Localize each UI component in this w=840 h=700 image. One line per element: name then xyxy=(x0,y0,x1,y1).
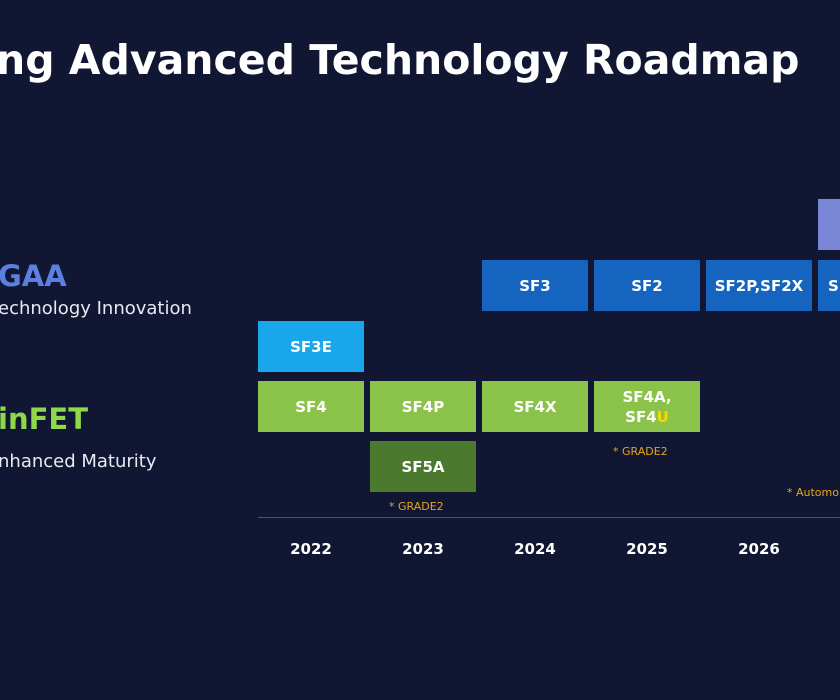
node-sf5a: SF5A xyxy=(370,441,476,492)
node-sf4: SF4 xyxy=(258,381,364,432)
node-sf2: SF2 xyxy=(594,260,700,311)
year-label-2025: 2025 xyxy=(626,540,668,558)
year-label-2026: 2026 xyxy=(738,540,780,558)
finfet-heading: inFET xyxy=(0,402,88,436)
future-node-block xyxy=(818,199,840,250)
year-label-2023: 2023 xyxy=(402,540,444,558)
node-sf4a-label: SF4A, xyxy=(622,387,672,406)
year-label-2022: 2022 xyxy=(290,540,332,558)
page-title: ng Advanced Technology Roadmap xyxy=(0,36,800,84)
gaa-heading: GAA xyxy=(0,259,67,293)
node-sf4a-sf4u: SF4A, SF4U xyxy=(594,381,700,432)
finfet-subtitle: nhanced Maturity xyxy=(0,451,157,472)
node-sf4u-prefix: SF4 xyxy=(625,407,657,426)
node-sf3: SF3 xyxy=(482,260,588,311)
node-sf2p-sf2x: SF2P,SF2X xyxy=(706,260,812,311)
timeline-axis xyxy=(258,517,840,518)
grade2-note-2023: * GRADE2 xyxy=(389,500,444,513)
node-sf4x: SF4X xyxy=(482,381,588,432)
node-sf-cut-label: S xyxy=(828,276,839,295)
node-sf4p: SF4P xyxy=(370,381,476,432)
node-sf4u-label: SF4U xyxy=(625,407,669,427)
node-sf4u-suffix: U xyxy=(656,407,669,426)
node-sf3e: SF3E xyxy=(258,321,364,372)
automotive-note: * Automo xyxy=(787,486,839,499)
year-label-2024: 2024 xyxy=(514,540,556,558)
node-sf-cut: S xyxy=(818,260,840,311)
gaa-subtitle: echnology Innovation xyxy=(0,298,192,319)
grade2-note-2025: * GRADE2 xyxy=(613,445,668,458)
